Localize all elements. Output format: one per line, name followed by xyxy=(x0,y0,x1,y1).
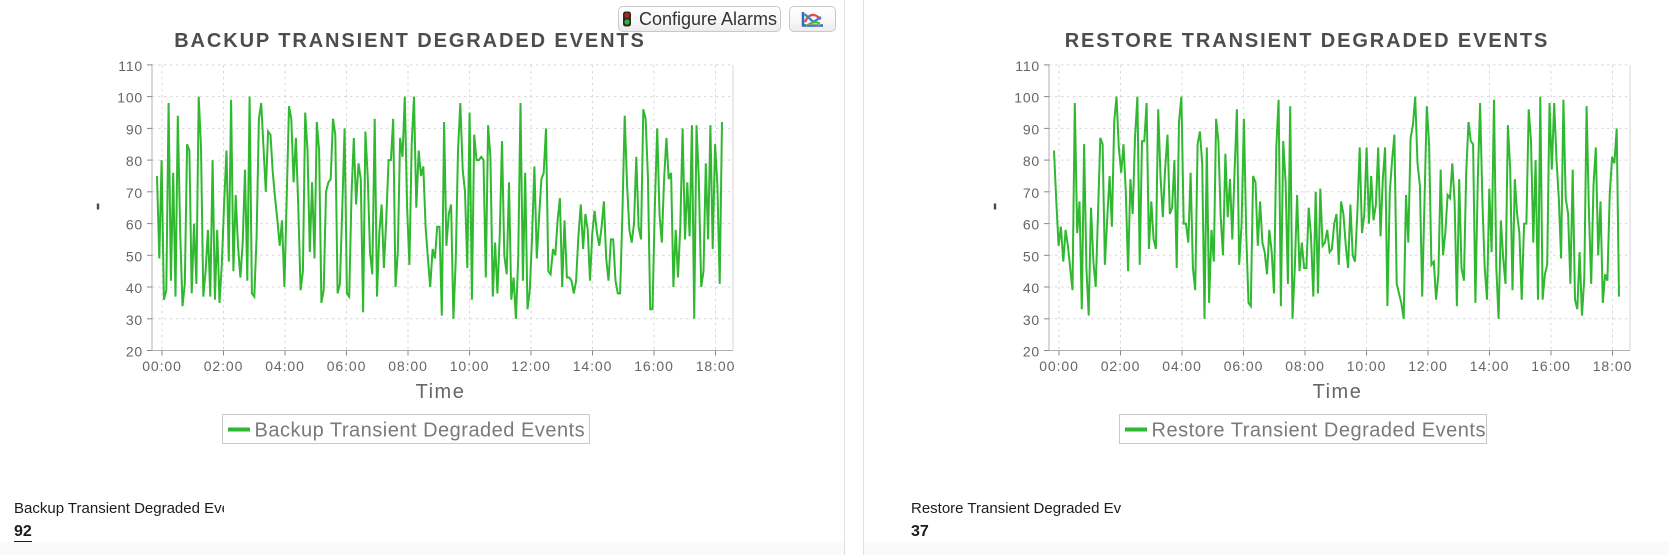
svg-text:06:00: 06:00 xyxy=(327,358,367,374)
svg-text:08:00: 08:00 xyxy=(388,358,428,374)
svg-text:70: 70 xyxy=(126,185,143,201)
svg-text:Time: Time xyxy=(416,381,466,403)
svg-text:90: 90 xyxy=(126,121,143,137)
svg-text:02:00: 02:00 xyxy=(1101,358,1141,374)
svg-text:04:00: 04:00 xyxy=(265,358,305,374)
svg-text:08:00: 08:00 xyxy=(1285,358,1325,374)
svg-text:04:00: 04:00 xyxy=(1162,358,1202,374)
svg-text:40: 40 xyxy=(1023,280,1040,296)
svg-text:100: 100 xyxy=(117,90,143,106)
svg-text:18:00: 18:00 xyxy=(1593,358,1633,374)
svg-text:70: 70 xyxy=(1023,185,1040,201)
svg-text:90: 90 xyxy=(1023,121,1040,137)
svg-text:06:00: 06:00 xyxy=(1224,358,1264,374)
svg-text:16:00: 16:00 xyxy=(1531,358,1571,374)
svg-text:RESTORE TRANSIENT DEGRADED EVE: RESTORE TRANSIENT DEGRADED EVENTS xyxy=(1065,30,1550,52)
svg-text:20: 20 xyxy=(1023,344,1040,360)
svg-text:50: 50 xyxy=(126,248,143,264)
svg-text:Backup Transient Degraded Even: Backup Transient Degraded Events xyxy=(255,420,586,442)
svg-text:50: 50 xyxy=(1023,248,1040,264)
svg-text:12:00: 12:00 xyxy=(511,358,551,374)
svg-text:100: 100 xyxy=(1014,90,1040,106)
svg-text:20: 20 xyxy=(126,344,143,360)
svg-text:110: 110 xyxy=(118,58,143,74)
svg-text:Time: Time xyxy=(1313,381,1363,403)
svg-text:30: 30 xyxy=(1023,312,1040,328)
svg-text:14:00: 14:00 xyxy=(573,358,613,374)
svg-text:02:00: 02:00 xyxy=(204,358,244,374)
svg-text:10:00: 10:00 xyxy=(1347,358,1387,374)
svg-text:16:00: 16:00 xyxy=(634,358,674,374)
svg-text:80: 80 xyxy=(1023,153,1040,169)
svg-text:18:00: 18:00 xyxy=(696,358,736,374)
svg-text:Restore Transient Degraded Eve: Restore Transient Degraded Events xyxy=(1152,420,1486,442)
svg-text:BACKUP TRANSIENT DEGRADED EVEN: BACKUP TRANSIENT DEGRADED EVENTS xyxy=(174,30,646,52)
svg-text:60: 60 xyxy=(126,217,143,233)
svg-text:60: 60 xyxy=(1023,217,1040,233)
svg-text:40: 40 xyxy=(126,280,143,296)
svg-text:30: 30 xyxy=(126,312,143,328)
svg-text:00:00: 00:00 xyxy=(1039,358,1079,374)
svg-text:10:00: 10:00 xyxy=(450,358,490,374)
svg-text:14:00: 14:00 xyxy=(1470,358,1510,374)
svg-text:80: 80 xyxy=(126,153,143,169)
svg-text:12:00: 12:00 xyxy=(1408,358,1448,374)
svg-text:00:00: 00:00 xyxy=(142,358,182,374)
svg-text:110: 110 xyxy=(1015,58,1040,74)
